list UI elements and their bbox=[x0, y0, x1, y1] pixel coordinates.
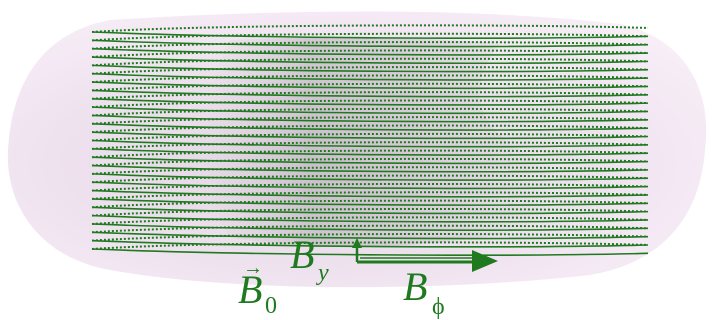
label-bphi-sub: ϕ bbox=[432, 294, 445, 320]
label-b0-arrow: → bbox=[243, 257, 263, 279]
field-line-front bbox=[91, 148, 649, 156]
field-line-rear bbox=[91, 182, 649, 192]
label-bphi-letter: B bbox=[403, 264, 427, 309]
field-line-rear bbox=[91, 157, 649, 167]
field-line-front bbox=[91, 189, 649, 198]
field-line-front bbox=[91, 106, 649, 115]
field-line-front bbox=[91, 206, 649, 215]
field-line-rear bbox=[91, 74, 649, 84]
field-line-rear bbox=[91, 99, 649, 109]
field-line-front bbox=[91, 56, 649, 65]
field-line-front bbox=[91, 31, 649, 39]
field-line-rear bbox=[91, 149, 649, 159]
field-line-rear bbox=[91, 82, 649, 92]
field-line-rear bbox=[91, 191, 649, 200]
field-line-rear bbox=[91, 66, 649, 75]
field-line-rear bbox=[91, 241, 649, 250]
field-line-rear bbox=[91, 141, 649, 150]
field-line-front bbox=[91, 72, 649, 81]
field-line-rear bbox=[91, 132, 649, 142]
bphi-arrow bbox=[357, 250, 498, 272]
field-line-front bbox=[91, 181, 649, 190]
field-line-front bbox=[91, 164, 649, 173]
label-b0-letter: B bbox=[238, 267, 262, 312]
field-lines bbox=[91, 24, 649, 256]
field-line-front bbox=[91, 156, 649, 165]
field-line-front bbox=[91, 173, 649, 181]
field-line-rear bbox=[91, 91, 649, 100]
label-b0: → B 0 bbox=[238, 257, 277, 319]
field-line-rear bbox=[91, 166, 649, 175]
field-line-rear bbox=[91, 49, 649, 59]
field-line-front bbox=[91, 131, 649, 140]
field-line-front bbox=[91, 223, 649, 231]
field-line-rear bbox=[91, 107, 649, 117]
label-by-sub: y bbox=[316, 260, 329, 286]
field-line-rear bbox=[91, 233, 649, 242]
field-line-front bbox=[91, 139, 649, 148]
label-bphi: B ϕ bbox=[403, 264, 445, 320]
field-line-rear bbox=[91, 216, 649, 225]
field-line-front bbox=[91, 123, 649, 131]
field-line-front bbox=[91, 81, 649, 90]
label-by: B y bbox=[290, 232, 329, 286]
field-line-front bbox=[91, 231, 649, 240]
field-line-front bbox=[91, 89, 649, 98]
field-line-rear bbox=[91, 207, 649, 217]
label-by-letter: B bbox=[290, 232, 314, 277]
field-line-rear bbox=[91, 199, 649, 209]
field-line-front bbox=[91, 239, 649, 248]
bphi-arrow-head bbox=[472, 250, 498, 272]
field-line-rear bbox=[91, 24, 649, 33]
field-line-front bbox=[91, 214, 649, 223]
field-line-front bbox=[91, 198, 649, 206]
field-line-front bbox=[91, 64, 649, 73]
field-line-rear bbox=[91, 124, 649, 134]
field-line-rear bbox=[91, 57, 649, 67]
field-line-front bbox=[91, 47, 649, 56]
label-b0-sub: 0 bbox=[265, 293, 277, 319]
field-line-front bbox=[91, 39, 649, 48]
by-arrow-head bbox=[352, 238, 362, 248]
by-arrow bbox=[352, 238, 362, 262]
field-line-front bbox=[91, 248, 649, 256]
field-line-rear bbox=[91, 224, 649, 234]
field-line-rear bbox=[91, 116, 649, 125]
field-line-rear bbox=[91, 174, 649, 184]
field-line-rear bbox=[91, 32, 649, 42]
field-line-rear bbox=[91, 41, 649, 50]
field-line-front bbox=[91, 97, 649, 106]
field-line-front bbox=[91, 114, 649, 123]
